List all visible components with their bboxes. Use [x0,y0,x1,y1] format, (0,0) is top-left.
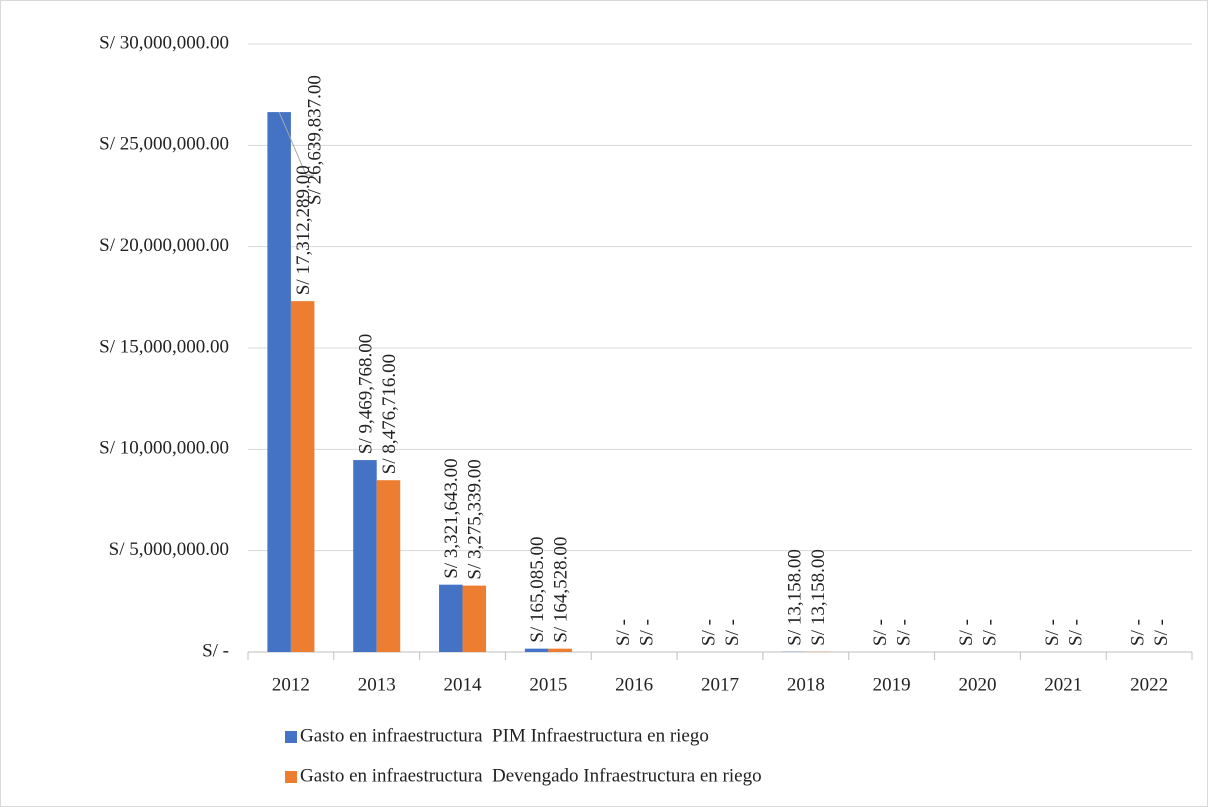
bar [267,112,291,652]
x-tick-label: 2022 [1130,674,1168,695]
bar [439,584,463,652]
data-label: S/ - [894,619,915,646]
data-label: S/ - [1128,619,1149,646]
y-tick-label: S/ 10,000,000.00 [99,438,229,459]
x-tick-label: 2020 [958,674,996,695]
data-label: S/ 8,476,716.00 [379,354,400,474]
data-label: S/ - [1151,619,1172,646]
data-label: S/ 13,158.00 [808,549,829,646]
x-tick-label: 2021 [1044,674,1082,695]
bar [376,480,401,652]
data-label: S/ - [636,619,657,646]
data-label: S/ 3,321,643.00 [441,458,462,578]
data-label: S/ 3,275,339.00 [465,459,486,579]
data-label: S/ 164,528.00 [550,537,571,643]
data-label: S/ - [956,619,977,646]
data-label: S/ - [870,619,891,646]
bar [462,585,487,652]
x-tick-label: 2018 [787,674,825,695]
bar [290,301,315,652]
data-label: S/ - [722,619,743,646]
x-tick-label: 2019 [873,674,911,695]
leader-line [278,111,315,176]
y-tick-label: S/ 25,000,000.00 [99,134,229,155]
data-label: S/ - [699,619,720,646]
y-tick-label: S/ 5,000,000.00 [109,539,229,560]
legend-label: Gasto en infraestructura PIM Infraestruc… [300,725,709,746]
data-label: S/ 17,312,289.00 [293,165,314,295]
legend-label: Gasto en infraestructura Devengado Infra… [300,765,762,786]
x-tick-label: 2017 [701,674,739,695]
y-tick-label: S/ 15,000,000.00 [99,336,229,357]
x-tick-label: 2016 [615,674,653,695]
bar [353,460,377,652]
data-label: S/ 13,158.00 [784,549,805,646]
data-label: S/ 165,085.00 [527,537,548,643]
y-tick-label: S/ 30,000,000.00 [99,32,229,53]
x-tick-label: 2013 [358,674,396,695]
x-tick-label: 2015 [529,674,567,695]
data-label: S/ - [980,619,1001,646]
data-label: S/ - [1065,619,1086,646]
x-tick-label: 2014 [444,674,483,695]
y-tick-label: S/ 20,000,000.00 [99,235,229,256]
data-label: S/ 9,469,768.00 [355,334,376,454]
bar [524,648,549,652]
data-label: S/ - [613,619,634,646]
legend-swatch [285,731,297,743]
data-label: S/ - [1042,619,1063,646]
data-label: S/ 26,639,837.00 [305,75,326,205]
bar [548,648,572,652]
y-tick-label: S/ - [202,640,229,661]
x-tick-label: 2012 [272,674,310,695]
legend-swatch [285,771,297,783]
